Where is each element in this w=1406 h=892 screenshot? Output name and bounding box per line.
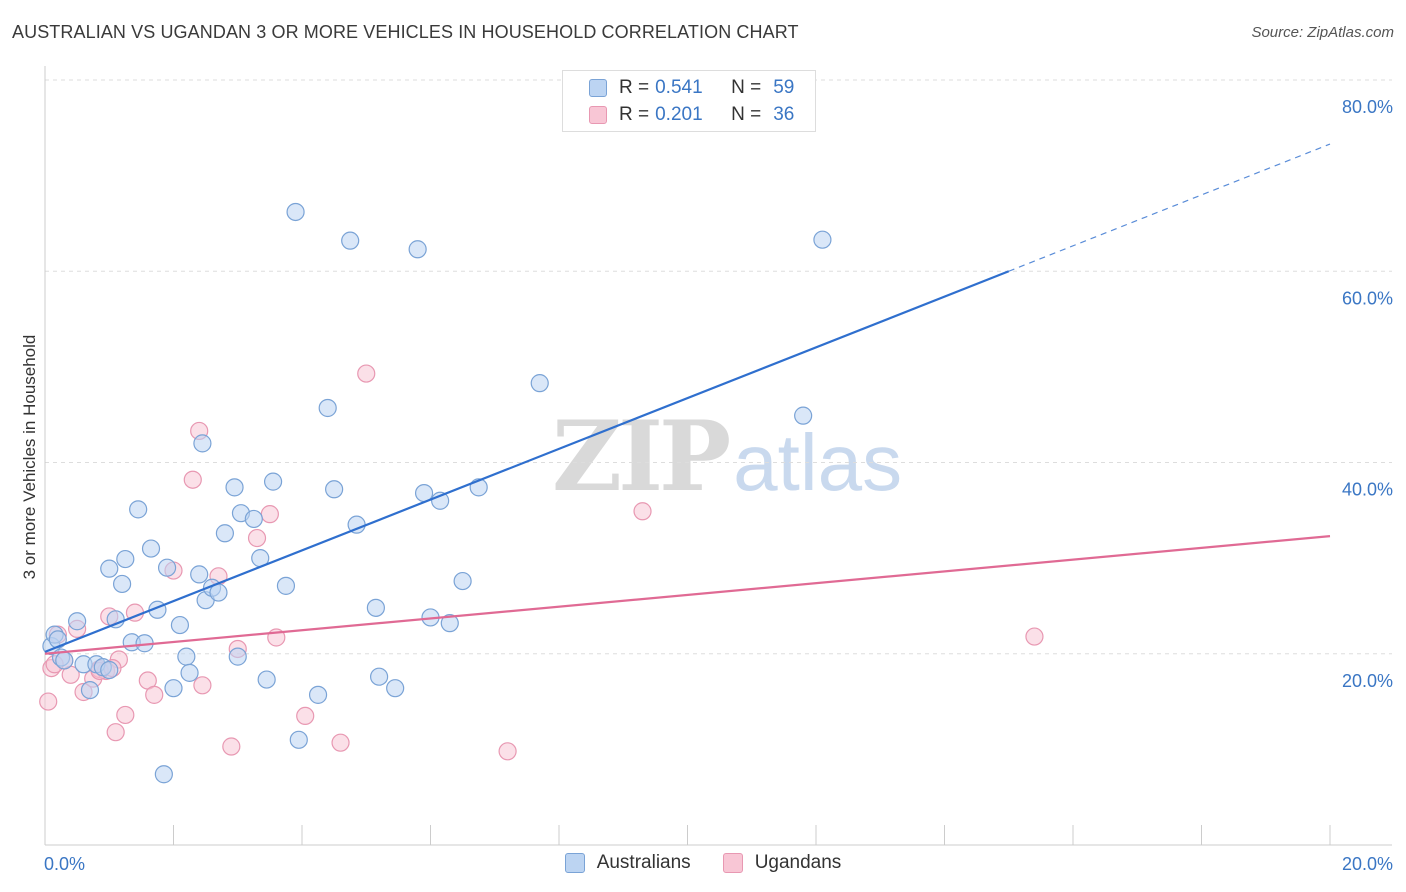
australians-point [794,406,813,425]
australians-point [244,509,263,529]
y-tick-label: 20.0% [1342,671,1393,691]
legend-item-ugandans: Ugandans [722,852,842,874]
australians-point [286,202,305,222]
australians-point [112,574,132,594]
r-value: 0.201 [655,104,703,125]
r-value: 0.541 [655,77,703,98]
ugandans-swatch [589,106,607,124]
australians-point [180,663,199,682]
legend-row-australians: R = 0.541 N = 59 [589,76,794,100]
australians-point [100,660,119,680]
australians-point [370,667,389,686]
ugandans-trend-line [44,535,1331,655]
australians-point [157,558,177,577]
australians-trend-extension [1008,143,1331,272]
legend-label-australians: Australians [596,852,691,873]
australians-point [193,434,212,453]
ugandans-point [247,528,267,548]
australians-point [225,478,244,497]
series-legend: Australians Ugandans [0,852,1406,874]
source-label: Source: ZipAtlas.com [1251,24,1394,41]
australians-point [308,685,328,704]
australians-swatch [564,853,585,873]
ugandans-point [633,502,652,521]
australians-point [453,571,472,591]
australians-point [80,680,100,700]
australians-point [813,230,832,249]
australians-point [129,500,148,519]
ugandans-point [331,733,350,752]
n-label: N = [731,77,762,98]
n-label: N = [731,104,762,125]
r-label: R = [619,104,650,125]
y-tick-label: 40.0% [1342,480,1393,500]
ugandans-point [1025,627,1044,646]
correlation-legend: R = 0.541 N = 59 R = 0.201 N = 36 [562,70,816,132]
australians-point [154,765,173,784]
australians-point [257,670,276,689]
y-tick-label: 80.0% [1342,97,1393,117]
australians-point [325,480,344,499]
australians-point [170,615,190,635]
australians-point [440,614,459,633]
chart-title: AUSTRALIAN VS UGANDAN 3 OR MORE VEHICLES… [12,22,799,42]
australians-point [366,598,385,617]
australians-point [263,472,283,491]
australians-point [341,231,360,250]
ugandans-point [193,676,212,695]
y-tick-label: 60.0% [1342,288,1393,308]
r-label: R = [619,77,650,98]
australians-point [106,610,125,629]
ugandans-points-group [39,364,1044,761]
australians-point [68,612,87,631]
australians-point [141,539,161,558]
australians-point [276,576,296,595]
n-value: 59 [773,77,795,98]
ugandans-point [145,685,164,704]
ugandans-point [296,706,315,726]
ugandans-point [106,723,125,742]
ugandans-point [116,705,135,725]
ugandans-point [222,737,241,756]
australians-point [100,559,119,578]
ugandans-point [39,692,58,711]
ugandans-point [260,505,279,524]
australians-point [55,651,74,670]
legend-row-ugandans: R = 0.201 N = 36 [589,103,794,127]
australians-trend-line [44,270,1010,653]
x-tick-label: 0.0% [44,854,85,874]
australians-point [177,647,196,666]
australians-point [289,730,308,749]
australians-point [164,679,183,698]
australians-point [318,398,337,418]
australians-point [190,565,209,584]
australians-swatch [589,79,607,97]
australians-point [530,374,549,393]
legend-item-australians: Australians [564,852,691,874]
ugandans-point [183,470,202,489]
ugandans-swatch [722,853,743,873]
legend-label-ugandans: Ugandans [754,852,842,873]
australians-point [215,524,234,543]
australians-point [116,549,135,569]
x-tick-label: 20.0% [1342,854,1393,874]
n-value: 36 [773,104,795,125]
ugandans-point [357,364,376,383]
australians-point [228,647,247,666]
australians-point [386,679,405,698]
ugandans-point [498,742,517,761]
australians-point [408,240,427,259]
